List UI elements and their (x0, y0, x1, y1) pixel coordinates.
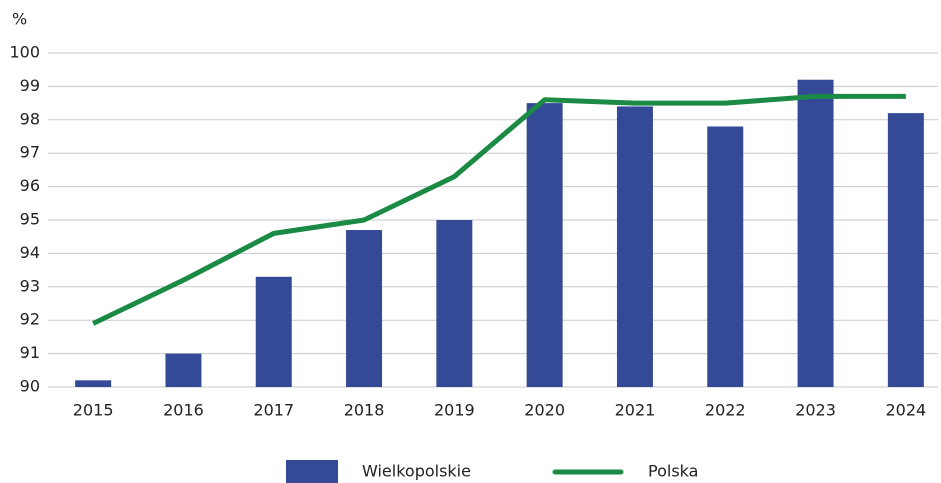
legend-swatch (286, 460, 338, 483)
bar (165, 353, 202, 387)
y-tick-label: 93 (20, 276, 40, 295)
y-tick-label: 99 (20, 76, 40, 95)
x-tick-label: 2020 (524, 401, 565, 420)
bar (75, 380, 112, 387)
bar (616, 106, 653, 387)
bar (797, 79, 834, 387)
y-tick-label: 92 (20, 310, 40, 329)
y-tick-label: 95 (20, 210, 40, 229)
x-tick-label: 2022 (705, 401, 746, 420)
y-tick-label: 100 (9, 43, 40, 62)
y-tick-label: 94 (20, 243, 40, 262)
bar (887, 113, 924, 388)
y-tick-label: 97 (20, 143, 40, 162)
x-tick-label: 2016 (163, 401, 204, 420)
y-tick-label: 98 (20, 109, 40, 128)
x-tick-label: 2015 (73, 401, 114, 420)
bar (526, 103, 563, 387)
x-tick-label: 2024 (885, 401, 926, 420)
bar (436, 220, 473, 387)
bar (346, 230, 383, 387)
x-tick-label: 2018 (344, 401, 385, 420)
x-tick-label: 2021 (615, 401, 656, 420)
legend-label: Wielkopolskie (362, 462, 471, 481)
y-axis-label: % (12, 10, 27, 29)
y-tick-label: 90 (20, 377, 40, 396)
x-tick-label: 2019 (434, 401, 475, 420)
y-tick-label: 91 (20, 343, 40, 362)
y-tick-label: 96 (20, 176, 40, 195)
x-tick-label: 2017 (253, 401, 294, 420)
x-tick-label: 2023 (795, 401, 836, 420)
legend-label: Polska (648, 462, 698, 481)
bar (255, 276, 292, 387)
line (92, 93, 906, 326)
bar (707, 126, 744, 387)
